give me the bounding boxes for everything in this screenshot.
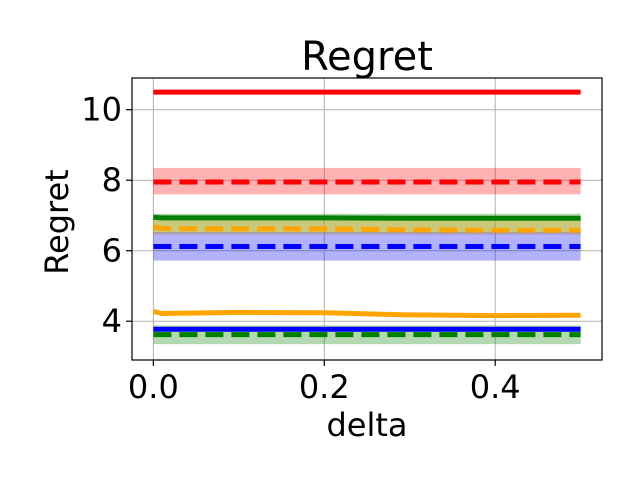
- chart-title: Regret: [301, 34, 433, 80]
- y-ticks: 4 6 8 10: [81, 91, 132, 340]
- y-axis-label: Regret: [38, 169, 76, 274]
- series-line-4: [152, 224, 581, 233]
- x-tick-label: 0.0: [128, 368, 179, 406]
- y-tick-label: 6: [102, 232, 122, 270]
- series-line-3: [153, 214, 581, 221]
- y-tick-label: 10: [81, 91, 122, 129]
- axes-frame: [131, 77, 603, 361]
- x-tick-label: 0.4: [470, 368, 521, 406]
- y-tick-label: 8: [102, 161, 122, 199]
- x-axis-label: delta: [326, 406, 407, 444]
- x-ticks: 0.0 0.2 0.4: [128, 360, 521, 406]
- series-line-6: [152, 308, 581, 319]
- y-tick-label: 4: [102, 302, 122, 340]
- series-lines: [152, 89, 581, 338]
- x-tick-label: 0.2: [299, 368, 350, 406]
- axes: [131, 77, 603, 361]
